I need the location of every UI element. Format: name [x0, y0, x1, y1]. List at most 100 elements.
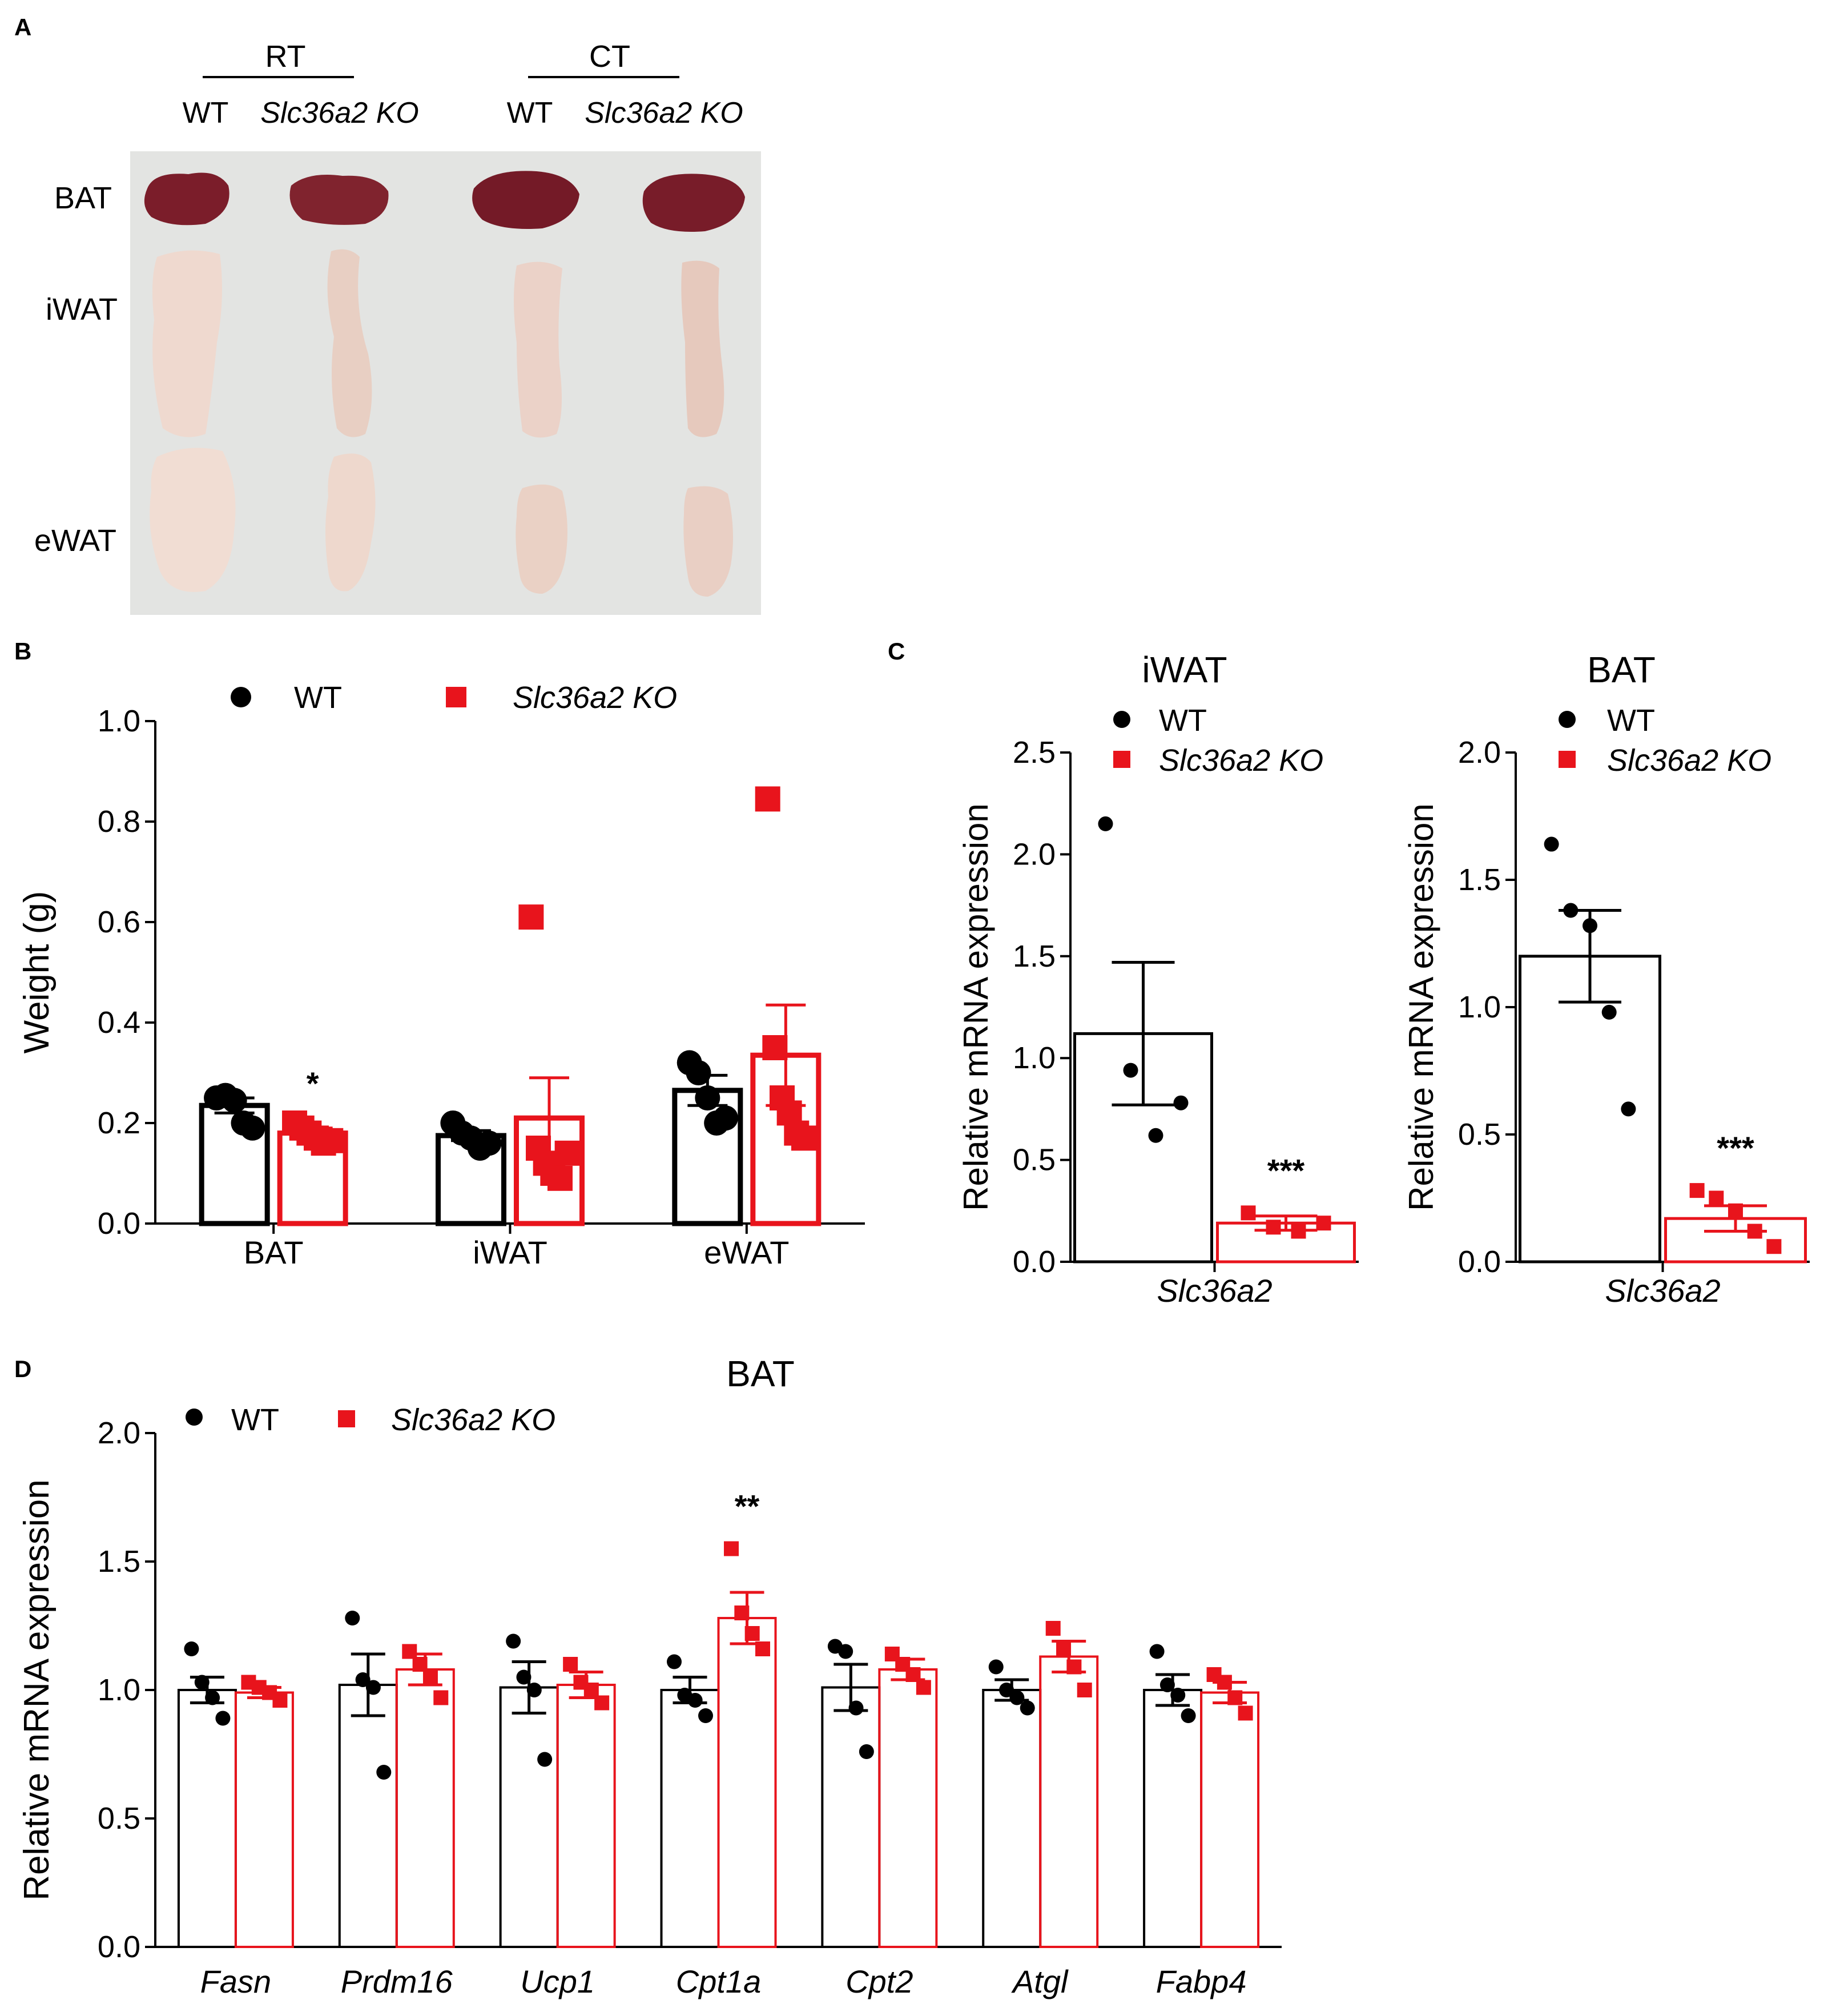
data-point-ko	[1709, 1190, 1724, 1206]
legend-c-bat-ko-label: Slc36a2 KO	[1607, 743, 1771, 778]
legend-b-ko-label: Slc36a2 KO	[513, 681, 677, 715]
data-point-wt	[205, 1690, 220, 1705]
chart-c-bat-title: BAT	[1587, 649, 1656, 690]
data-point-wt	[1583, 918, 1597, 933]
y-tick-label: 0.4	[98, 1005, 140, 1040]
x-tick-label: Slc36a2	[1605, 1273, 1720, 1309]
col-label-rt-ko: Slc36a2 KO	[260, 96, 419, 130]
significance-marker: **	[735, 1488, 760, 1524]
y-tick-label: 0.2	[98, 1106, 140, 1140]
data-point-wt	[698, 1708, 713, 1723]
x-tick-label: BAT	[244, 1234, 304, 1270]
tissue-bat-ct-ko	[642, 174, 745, 232]
bar-wt	[982, 1689, 1042, 1948]
data-point-ko	[422, 1669, 438, 1685]
data-point-ko	[724, 1541, 739, 1556]
data-point-ko	[1045, 1621, 1061, 1636]
data-point-wt	[537, 1752, 553, 1767]
legend-d-ko-label: Slc36a2 KO	[391, 1403, 555, 1437]
y-tick-label: 1.0	[1013, 1041, 1056, 1075]
tissue-iwat-rt-ko	[327, 249, 372, 437]
bar-ko	[717, 1617, 777, 1948]
col-label-ct-ko: Slc36a2 KO	[585, 96, 743, 130]
panel-label-a: A	[14, 14, 31, 41]
data-point-ko	[433, 1690, 449, 1705]
data-point-ko	[762, 1035, 788, 1060]
bar-wt	[177, 1689, 237, 1948]
data-point-ko	[905, 1667, 921, 1682]
legend-c-iwat-wt-marker	[1113, 711, 1130, 728]
tissue-bat-rt-wt	[144, 172, 229, 226]
y-tick-label: 0.5	[1013, 1143, 1056, 1177]
y-tick-label: 0.5	[1458, 1117, 1501, 1152]
y-tick-label: 1.5	[98, 1544, 140, 1579]
data-point-ko	[1728, 1203, 1743, 1218]
bar-ko	[556, 1684, 616, 1948]
bar-wt	[660, 1689, 720, 1948]
legend-b-wt-marker	[231, 687, 251, 707]
data-point-wt	[1009, 1690, 1025, 1705]
chart-c-iwat: 0.0 0.5 1.0 1.5 2.0 2.5 Relative mRNA expressi…	[957, 735, 1359, 1309]
data-point-ko	[412, 1657, 428, 1672]
significance-marker: ***	[1717, 1130, 1754, 1166]
tissue-ewat-rt-wt	[150, 448, 236, 592]
data-point-wt	[1544, 836, 1559, 852]
data-point-ko	[755, 1641, 770, 1656]
data-point-ko	[563, 1657, 578, 1672]
data-point-ko	[1689, 1183, 1705, 1198]
x-tick-label: iWAT	[473, 1234, 547, 1270]
x-tick-label: Ucp1	[520, 1963, 595, 1999]
data-point-ko	[318, 1128, 344, 1153]
data-point-ko	[1291, 1224, 1306, 1239]
y-axis-title: Relative mRNA expression	[17, 1479, 57, 1900]
data-point-wt	[712, 1105, 738, 1131]
tissue-iwat-ct-ko	[681, 260, 724, 437]
data-point-wt	[667, 1654, 682, 1669]
data-point-ko	[1316, 1216, 1331, 1231]
significance-marker: *	[307, 1065, 319, 1101]
data-point-wt	[1123, 1063, 1138, 1078]
chart-d-bat-genes: 0.0 0.5 1.0 1.5 2.0 Relative mRNA expression F…	[17, 1416, 1282, 1999]
legend-c-bat-wt-marker	[1559, 711, 1576, 728]
data-point-ko	[755, 786, 780, 812]
bar-wt	[499, 1686, 559, 1948]
data-point-ko	[1747, 1224, 1762, 1239]
tissue-ewat-ct-wt	[516, 484, 567, 594]
chart-b-weights: 0.0 0.2 0.4 0.6 0.8 1.0 Weight (g) BAT iWAT eWAT *	[17, 704, 865, 1270]
data-point-wt	[355, 1672, 371, 1687]
data-point-ko	[1266, 1220, 1281, 1235]
data-point-ko	[518, 904, 544, 930]
legend-d-ko-marker	[338, 1410, 355, 1427]
data-point-wt	[506, 1633, 521, 1649]
data-point-wt	[1173, 1095, 1189, 1110]
data-point-wt	[1621, 1101, 1636, 1117]
chart-c-iwat-title: iWAT	[1142, 649, 1227, 690]
x-tick-label: eWAT	[704, 1234, 789, 1270]
legend-c-iwat-ko-label: Slc36a2 KO	[1159, 743, 1323, 778]
y-tick-label: 1.0	[98, 1673, 140, 1707]
legend-c-bat: WT Slc36a2 KO	[1559, 703, 1771, 778]
legend-c-iwat-wt-label: WT	[1159, 703, 1207, 738]
data-point-ko	[916, 1680, 931, 1695]
legend-b-ko-marker	[446, 687, 466, 707]
group-label-rt: RT	[265, 39, 305, 74]
legend-d-wt-label: WT	[231, 1403, 279, 1437]
y-axis-title: Relative mRNA expression	[1402, 803, 1440, 1211]
legend-c-iwat: WT Slc36a2 KO	[1113, 703, 1323, 778]
data-point-ko	[744, 1626, 760, 1641]
bar-ko	[1039, 1655, 1099, 1948]
data-point-wt	[1170, 1688, 1186, 1703]
bar-wt	[1143, 1689, 1203, 1948]
legend-d-wt-marker	[186, 1409, 203, 1426]
tissue-photo	[130, 151, 761, 615]
legend-c-iwat-ko-marker	[1113, 751, 1130, 768]
y-tick-label: 1.5	[1458, 863, 1501, 897]
row-label-bat: BAT	[54, 181, 112, 215]
tissue-bat-rt-ko	[289, 175, 389, 225]
panel-label-c: C	[888, 638, 905, 665]
data-point-wt	[838, 1644, 853, 1659]
data-point-ko	[594, 1695, 610, 1711]
chart-c-bat: 0.0 0.5 1.0 1.5 2.0 Relative mRNA expression S…	[1402, 735, 1810, 1309]
data-point-wt	[848, 1700, 864, 1716]
panel-a-header: RT CT WT Slc36a2 KO WT Slc36a2 KO	[183, 39, 743, 130]
